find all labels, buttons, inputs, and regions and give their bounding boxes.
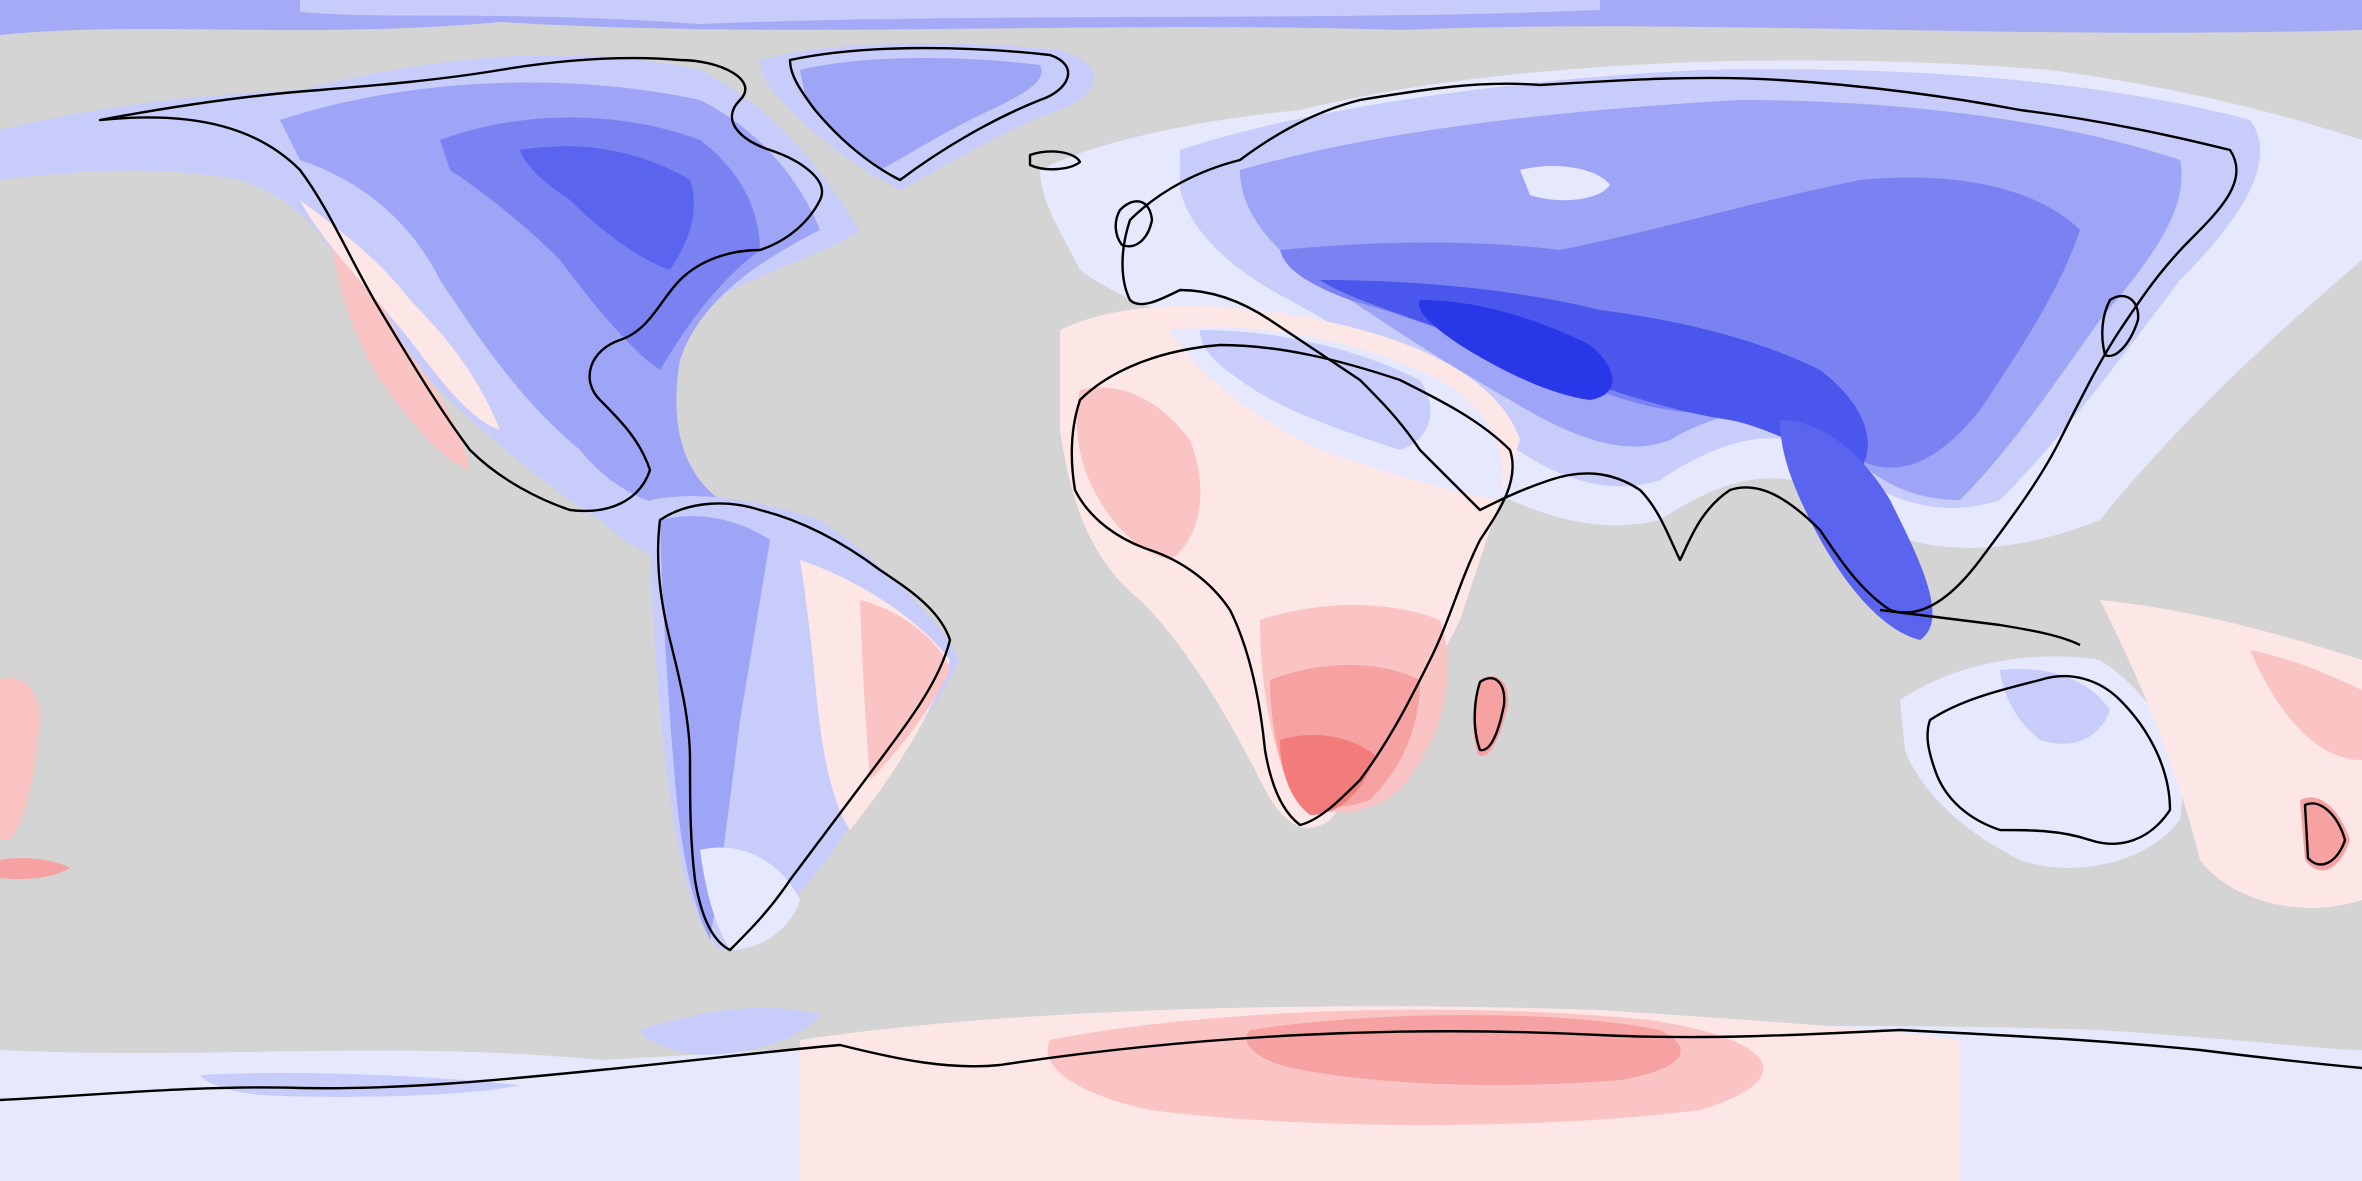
coastline-south-america [656,502,952,952]
africa-region [1060,306,1520,828]
himalaya-blue-strong [1419,300,1613,400]
nz-red-light [2300,797,2350,871]
africa-west-red-pale [1076,387,1201,560]
na-west-coast-red [330,230,470,470]
south-america-region [650,496,960,950]
west-pacific-red-strip [0,857,70,879]
coastline-eurasia [1121,76,2238,614]
eurasia-region [1040,60,2362,640]
sa-east-red-pale [860,600,950,780]
na-blue-dark [520,146,694,270]
coastline-greenland [788,46,1070,182]
coastline-new-zealand [2303,802,2347,866]
coastline-australia [1926,674,2172,845]
africa-south-red-mid [1280,735,1375,815]
se-asia-blue-dark [1780,420,1933,640]
africa-blue-pale [1200,330,1431,450]
australia-blue-pale [2000,669,2110,744]
coastline-antarctica [0,1028,2362,1102]
eurasia-blue-mid [1280,177,2080,468]
coastline-japan [2101,294,2140,358]
coastline-iceland [1028,150,1082,171]
north-america-region [0,55,860,568]
ross-blue-pale [200,1073,520,1097]
greenland-core [800,58,1042,170]
siberia-pale-patch [1520,165,1610,201]
pacific-red-pale [2250,650,2362,760]
coastline-africa [1070,343,1514,827]
coastline-north-america [98,56,824,513]
coastline-british-isles [1114,200,1154,248]
weddell-blue-pale [640,1007,820,1055]
coastline-madagascar [1473,676,1506,752]
west-pacific-red [0,677,40,840]
coastlines [0,46,2362,1102]
coastline-indonesia [1879,608,2081,647]
sa-blue-light [660,516,770,940]
patagonia-pale [700,847,800,950]
arctic-ocean-pale [300,0,1600,24]
madagascar-red [1472,676,1509,756]
